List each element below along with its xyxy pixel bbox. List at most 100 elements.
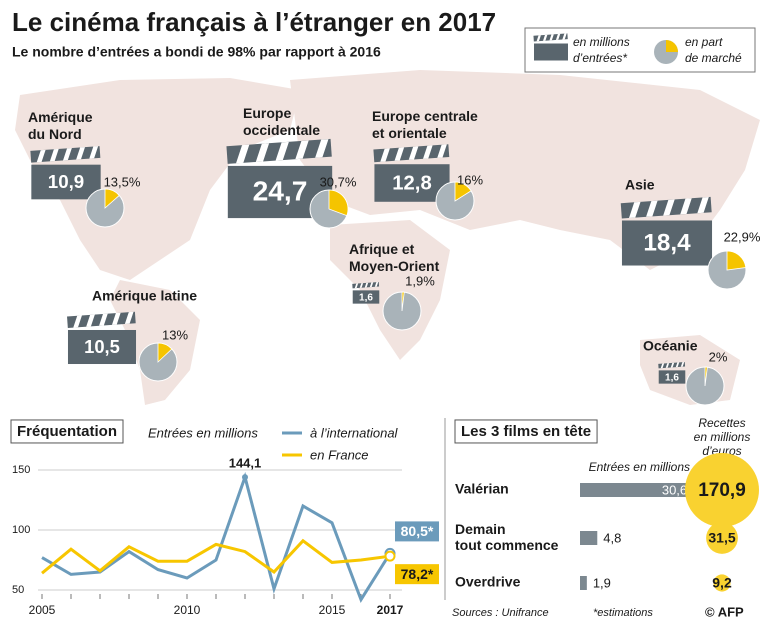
clapper-stripe-band [369,282,374,288]
clapper-stripe-band [124,311,134,325]
legend-label: à l’international [310,425,399,440]
clapper-stripe-band [629,201,641,218]
value-label: 80,5* [401,523,434,539]
pie-slice [104,188,120,209]
clapper-stripe-band [423,145,433,159]
bar-label: 4,8 [603,530,621,545]
share-label: 13% [162,327,188,342]
clapper-stripe-band [536,35,541,42]
clapper-value: 1,6 [665,373,679,384]
clapper-stripe-band [295,140,309,160]
x-tick-label: 2005 [29,603,56,617]
pie-slice [328,189,349,217]
pie-slice [157,342,173,363]
film-name: Valérian [455,481,509,497]
revenue-bubble [713,574,731,592]
bubble-label: 31,5 [708,530,735,546]
share-label: 30,7% [320,174,357,189]
region-name: Océanie [643,338,698,354]
clapper-stripe-band [663,199,675,216]
y-tick-label: 150 [12,464,30,476]
clapper-stripe-band [275,141,289,161]
value-label-box [395,564,439,585]
revenue-bubble [685,453,759,527]
column-header: Recettes en millions d’euros [694,416,751,458]
x-tick-label: 2015 [319,603,346,617]
x-tick-label: 2017 [377,603,404,617]
clapper-stripe-band [665,363,670,368]
pie-slice [454,181,472,202]
bubble-label: 9,2 [712,575,732,591]
pie-slice [726,250,747,271]
clapper-stripe-band [359,283,364,288]
bar-label: 30,6 [662,482,687,497]
film-name: Demain tout commence [455,521,559,553]
clapper-value: 10,9 [48,171,84,192]
legend-pie-slice [666,40,678,52]
clapper-value: 18,4 [643,229,691,256]
share-label: 2% [709,349,728,364]
clapper-stripe-band [555,33,561,40]
source: Sources : Unifrance [452,607,549,619]
value-label: 78,2* [401,566,434,582]
clapper-stripe-band [315,139,329,158]
clapper-stripe-band [380,148,390,162]
region-name: Asie [625,177,655,193]
point [242,474,248,481]
legend-box [524,27,756,73]
clapper-stripe-band [675,362,680,368]
column-header: Entrées en millions [589,460,690,474]
section-title-box [10,419,124,444]
axis-subtitle: Entrées en millions [148,425,258,440]
world-map [15,70,760,405]
value-label-box [395,521,439,542]
share-label: 22,9% [724,229,761,244]
clapper-stripe-band [49,148,59,162]
y-tick-label: 50 [12,584,24,596]
section-title: Fréquentation [17,423,117,440]
region-name: Europe occidentale [243,105,320,138]
y-tick-label: 100 [12,524,30,536]
clapper-value: 24,7 [253,174,308,206]
note: *estimations [593,607,653,619]
bar [580,576,587,590]
section-title: Les 3 films en tête [461,423,591,440]
line [41,471,392,603]
clapper-value: 10,5 [84,336,120,357]
clapper-stripe-band [255,143,270,162]
clapper-stripe-band [408,146,419,160]
share-label: 16% [457,172,483,187]
clapper [352,290,380,304]
bar-label: 1,9 [593,575,611,590]
region-name: Amérique latine [92,288,197,304]
bubble-label: 170,9 [698,480,746,501]
clapper-stripe-band [364,282,369,288]
legend-label: en millions d’entrées* [573,35,630,65]
clapper-stripe-band [36,149,46,163]
share-label: 1,9% [405,273,435,288]
clapper-stripe-band [680,198,692,215]
clapper-value: 12,8 [392,172,431,194]
clapper [658,370,686,384]
legend-label: en France [310,447,369,462]
region-name: Afrique et Moyen-Orient [349,241,440,274]
clapper-stripe-band [680,362,685,367]
clapper-stripe-band [394,147,405,161]
bar [580,483,691,497]
region-name: Amérique du Nord [28,109,93,142]
clapper-stripe-band [697,197,709,214]
credit: © AFP [705,604,744,619]
region-name: Europe centrale et orientale [372,108,478,141]
clapper-stripe-band [99,313,108,326]
legend-label: en part de marché [685,35,742,65]
clapper [31,164,101,200]
clapper [621,220,713,266]
clapper-stripe-band [374,282,379,287]
value-label: 144,1 [229,456,262,471]
pie-slice [401,291,405,312]
clapper-stripe-band [660,363,665,369]
clapper-stripe-band [86,314,95,327]
title: Le cinéma français à l’étranger en 2017 [12,7,496,37]
clapper-stripe-band [236,144,250,164]
